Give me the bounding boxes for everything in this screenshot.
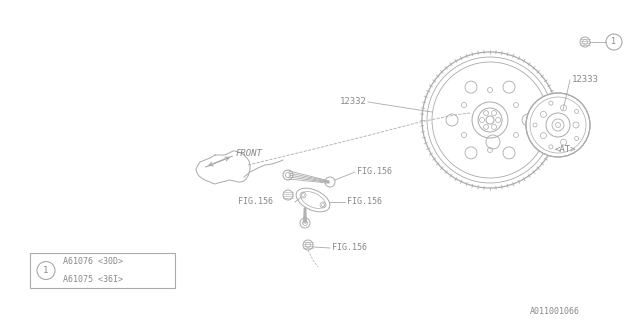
Text: 1: 1 bbox=[44, 266, 49, 275]
Text: FRONT: FRONT bbox=[236, 148, 263, 157]
Text: FIG.156: FIG.156 bbox=[347, 197, 382, 206]
Text: A61075 <36I>: A61075 <36I> bbox=[63, 275, 123, 284]
Text: A011001066: A011001066 bbox=[530, 308, 580, 316]
Text: <AT>: <AT> bbox=[555, 146, 577, 155]
Text: FIG.156: FIG.156 bbox=[357, 167, 392, 177]
Bar bbox=[30, 253, 175, 288]
Text: FIG.156: FIG.156 bbox=[238, 197, 273, 206]
Text: 12333: 12333 bbox=[572, 76, 599, 84]
Text: 12332: 12332 bbox=[340, 98, 367, 107]
Text: 1: 1 bbox=[611, 37, 616, 46]
Text: FIG.156: FIG.156 bbox=[332, 244, 367, 252]
Text: A61076 <30D>: A61076 <30D> bbox=[63, 257, 123, 266]
Circle shape bbox=[526, 93, 590, 157]
